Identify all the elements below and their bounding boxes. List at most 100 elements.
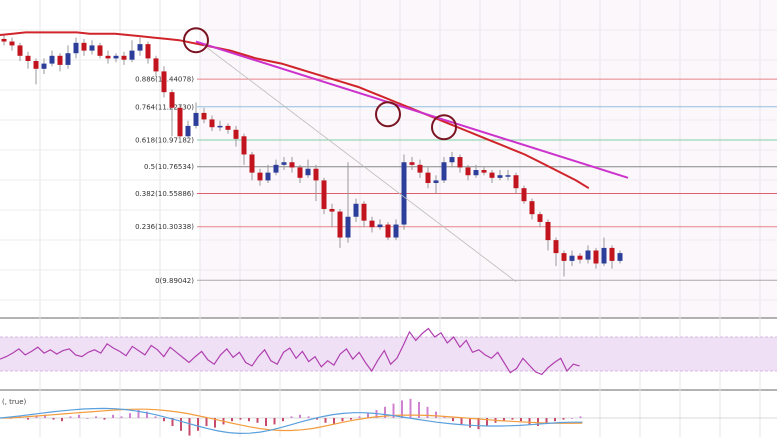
candle: [353, 198, 359, 222]
candle: [489, 170, 495, 184]
candle-body: [385, 224, 391, 238]
macd-histogram-bar: [231, 418, 233, 422]
candle-body: [513, 175, 519, 189]
candle: [249, 151, 255, 181]
candle: [505, 170, 511, 181]
candle-body: [113, 55, 119, 59]
candle: [473, 164, 479, 178]
macd-histogram-bar: [78, 414, 80, 418]
candle: [401, 154, 407, 230]
candle: [25, 51, 31, 69]
candle-body: [305, 168, 311, 176]
guide-diagonal-line: [203, 45, 517, 282]
macd-histogram-bar: [248, 418, 250, 422]
macd-histogram-bar: [333, 418, 335, 425]
candle: [521, 185, 527, 204]
candle: [217, 120, 223, 132]
candle: [81, 38, 87, 56]
candle: [105, 50, 111, 64]
candle: [201, 107, 207, 124]
candle: [177, 103, 183, 142]
candle: [297, 164, 303, 184]
candle: [241, 133, 247, 165]
candle-body: [377, 224, 383, 228]
macd-histogram-bar: [324, 418, 327, 423]
candle-body: [297, 167, 303, 178]
macd-histogram-bar: [61, 418, 63, 422]
macd-histogram-bar: [44, 414, 46, 418]
macd-histogram-bar: [95, 416, 97, 418]
macd-panel: [0, 398, 777, 436]
candle-body: [577, 255, 583, 260]
candle-body: [193, 112, 199, 126]
candle-body: [217, 125, 223, 128]
candle: [417, 159, 423, 178]
macd-histogram-bar: [571, 418, 573, 419]
candle: [553, 237, 559, 267]
candle: [529, 198, 535, 220]
candle-body: [145, 44, 151, 59]
candle: [97, 42, 103, 59]
indicator-label: (, true): [2, 398, 27, 406]
candle: [569, 250, 575, 267]
candle: [609, 245, 615, 269]
candle-body: [313, 168, 319, 181]
candle-body: [225, 125, 231, 130]
resistance-trendline: [195, 40, 629, 179]
candle-body: [353, 203, 359, 217]
candle-body: [97, 45, 103, 56]
macd-histogram-bar: [477, 418, 480, 430]
macd-histogram-bar: [528, 418, 531, 425]
candle: [457, 154, 463, 173]
candle-body: [593, 250, 599, 264]
candle: [305, 159, 311, 178]
macd-histogram-bar: [452, 418, 454, 422]
macd-line: [0, 407, 583, 435]
candle-body: [209, 119, 215, 128]
candle-body: [537, 214, 543, 222]
macd-histogram-bar: [86, 418, 89, 419]
candle-body: [329, 208, 335, 212]
candle: [385, 221, 391, 241]
candle-body: [337, 211, 343, 238]
macd-histogram-bar: [579, 416, 582, 418]
candle: [265, 164, 271, 184]
candle-body: [265, 172, 271, 181]
candle-body: [233, 129, 239, 139]
fib-level-label: 0.764(11.22730): [135, 103, 194, 111]
candle-body: [401, 162, 407, 225]
macd-histogram-bar: [503, 418, 505, 422]
candle-body: [497, 175, 503, 178]
candle: [561, 250, 567, 277]
candle: [497, 170, 503, 181]
candle: [9, 37, 15, 51]
macd-histogram-bar: [562, 418, 565, 420]
macd-histogram-bar: [146, 411, 148, 418]
candle: [129, 40, 135, 63]
macd-histogram-bar: [469, 418, 471, 428]
candle: [161, 66, 167, 98]
candle: [449, 151, 455, 168]
macd-histogram-bar: [392, 403, 395, 418]
candle-body: [441, 162, 447, 181]
candle-body: [465, 167, 471, 176]
candle: [41, 58, 47, 74]
candle-body: [529, 201, 535, 215]
candle: [465, 164, 471, 181]
candle-body: [617, 253, 623, 261]
candle-body: [489, 172, 495, 178]
candle: [577, 253, 583, 264]
macd-histogram-bar: [256, 418, 259, 423]
macd-histogram-bar: [316, 418, 318, 420]
candle: [17, 42, 23, 62]
macd-histogram-bar: [112, 414, 114, 418]
macd-histogram-bar: [537, 418, 539, 426]
candle-body: [33, 61, 39, 69]
macd-histogram-bar: [188, 418, 191, 436]
candle-body: [121, 55, 127, 60]
macd-histogram-bar: [426, 406, 429, 418]
candle-body: [257, 172, 263, 181]
candle-body: [49, 55, 55, 64]
candle: [409, 157, 415, 171]
candle-body: [473, 170, 479, 176]
